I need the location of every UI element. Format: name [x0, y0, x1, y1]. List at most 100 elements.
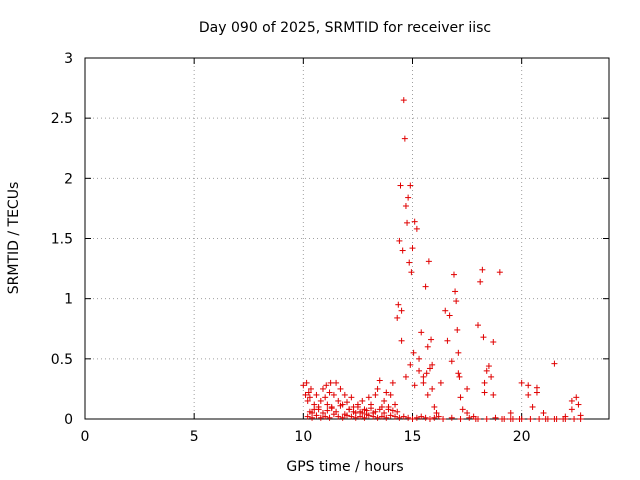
data-point: [416, 355, 423, 362]
data-point: [490, 391, 497, 398]
data-point: [542, 416, 549, 422]
data-point: [306, 394, 313, 401]
data-point: [453, 298, 460, 305]
data-point: [577, 416, 584, 422]
x-tick-label: 0: [81, 429, 90, 445]
data-point: [317, 414, 324, 421]
data-point: [394, 408, 401, 415]
data-points: [300, 97, 584, 422]
data-point: [317, 397, 324, 404]
data-point: [303, 379, 310, 386]
grid-lines: [85, 58, 609, 419]
data-point: [527, 416, 534, 422]
data-point: [337, 402, 344, 409]
y-tick-label: 0.5: [51, 352, 73, 368]
data-point: [525, 382, 532, 389]
data-point: [568, 406, 575, 413]
data-point: [300, 382, 307, 389]
data-point: [429, 385, 436, 392]
data-point: [418, 329, 425, 336]
data-point: [472, 416, 479, 422]
data-point: [431, 403, 438, 410]
data-point: [507, 409, 514, 416]
data-point: [395, 301, 402, 308]
data-point: [507, 416, 514, 422]
data-point: [568, 397, 575, 404]
data-point: [400, 413, 407, 420]
data-point: [433, 409, 440, 416]
data-point: [389, 379, 396, 386]
data-point: [307, 385, 314, 392]
data-point: [455, 370, 462, 377]
data-point: [413, 414, 420, 421]
data-point: [359, 397, 366, 404]
data-point: [444, 337, 451, 344]
data-point: [442, 307, 449, 314]
data-point: [490, 338, 497, 345]
x-tick-label: 5: [190, 429, 199, 445]
data-point: [481, 389, 488, 396]
data-point: [319, 409, 326, 416]
data-point: [405, 414, 412, 421]
y-tick-label: 2.5: [51, 111, 73, 127]
data-point: [551, 416, 558, 422]
data-point: [370, 413, 377, 420]
data-point: [575, 401, 582, 408]
data-point: [450, 271, 457, 278]
data-point: [348, 413, 355, 420]
data-point: [378, 413, 385, 420]
data-point: [488, 373, 495, 380]
data-point: [407, 361, 414, 368]
data-point: [372, 391, 379, 398]
data-point: [408, 269, 415, 276]
x-axis-title: GPS time / hours: [286, 459, 403, 475]
data-point: [422, 283, 429, 290]
data-point: [411, 382, 418, 389]
data-point: [573, 394, 580, 401]
data-point: [437, 379, 444, 386]
data-point: [354, 403, 361, 410]
data-point: [409, 245, 416, 252]
data-point: [529, 403, 536, 410]
data-point: [341, 411, 348, 418]
x-tick-label: 20: [513, 429, 531, 445]
data-point: [499, 416, 506, 422]
data-point: [416, 367, 423, 374]
data-point: [327, 379, 334, 386]
chart-title: Day 090 of 2025, SRMTID for receiver iis…: [199, 20, 491, 36]
data-point: [304, 413, 311, 420]
data-point: [560, 416, 567, 422]
y-axis-title: SRMTID / TECUs: [6, 182, 22, 295]
data-point: [376, 406, 383, 413]
data-point: [319, 385, 326, 392]
y-tick-label: 1: [64, 292, 73, 308]
data-point: [339, 414, 346, 421]
data-point: [322, 394, 329, 401]
data-point: [533, 389, 540, 396]
data-point: [333, 408, 340, 415]
data-point: [402, 203, 409, 210]
data-point: [540, 409, 547, 416]
data-point: [363, 407, 370, 414]
data-point: [392, 413, 399, 420]
data-point: [385, 403, 392, 410]
data-point: [383, 389, 390, 396]
data-point: [352, 414, 359, 421]
data-point: [326, 414, 333, 421]
data-point: [448, 414, 455, 421]
axis-ticks: 0 5 10 15 20 0 0.5 1 1.5 2 2.5 3: [51, 51, 609, 445]
data-point: [464, 385, 471, 392]
data-point: [399, 247, 406, 254]
data-point: [496, 269, 503, 276]
data-point: [409, 416, 416, 422]
data-point: [313, 412, 320, 419]
data-point: [571, 416, 578, 422]
data-point: [407, 182, 414, 189]
data-point: [418, 413, 425, 420]
data-point: [398, 337, 405, 344]
data-point: [322, 413, 329, 420]
data-point: [401, 135, 408, 142]
data-point: [324, 401, 331, 408]
data-point: [333, 379, 340, 386]
data-point: [492, 414, 499, 421]
